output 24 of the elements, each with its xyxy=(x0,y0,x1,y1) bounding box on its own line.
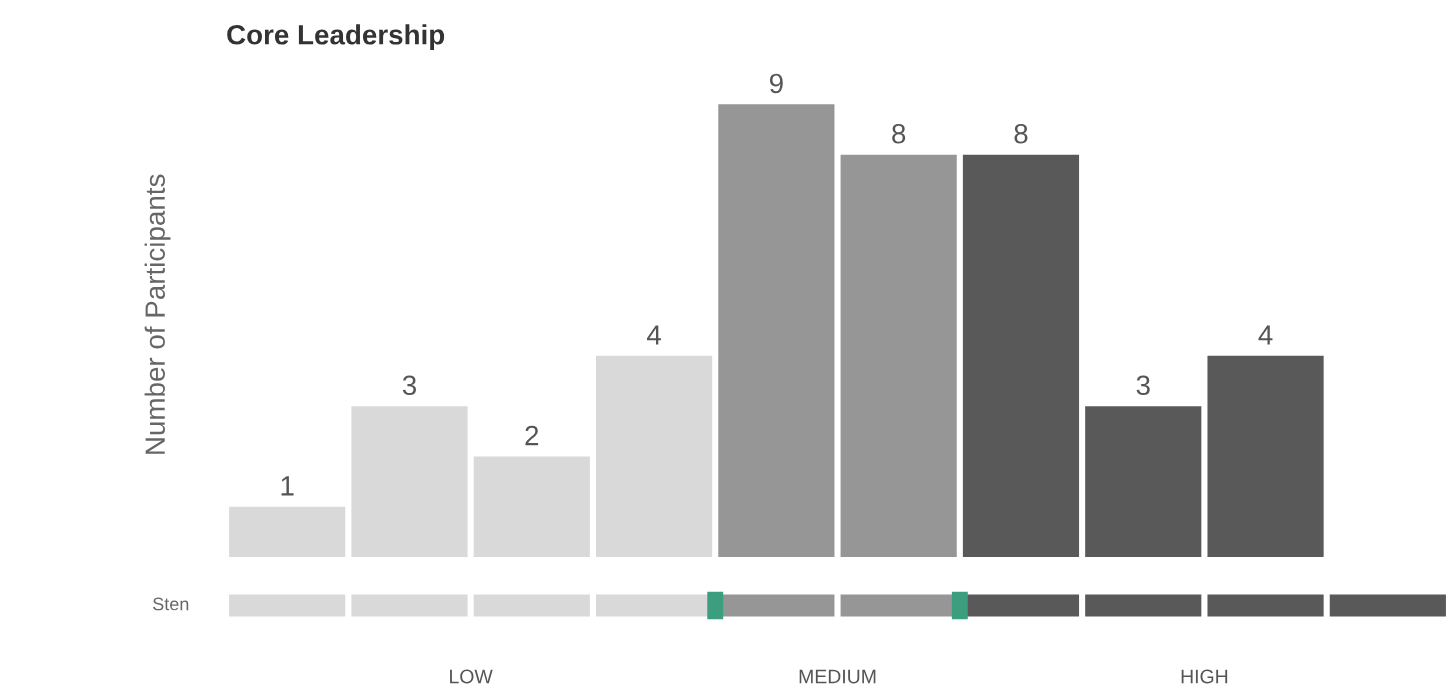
chart-title: Core Leadership xyxy=(227,24,445,51)
bar xyxy=(229,506,346,558)
bar xyxy=(595,355,713,558)
text: Sten xyxy=(153,597,189,611)
bar xyxy=(351,406,468,558)
bar xyxy=(718,104,835,558)
bar xyxy=(1207,355,1324,558)
bar xyxy=(962,154,1080,558)
text: LOW xyxy=(450,669,493,684)
y-axis-title: Number of Participants xyxy=(144,174,171,454)
bar xyxy=(1085,406,1202,558)
data-label: 3 xyxy=(402,375,416,396)
text: HIGH xyxy=(1181,669,1228,684)
data-label: 3 xyxy=(1136,375,1150,396)
data-label: 9 xyxy=(769,73,783,94)
data-label: 1 xyxy=(281,476,294,496)
data-label: 8 xyxy=(892,123,906,144)
data-label: 2 xyxy=(525,425,539,446)
bar xyxy=(473,456,590,558)
text: MEDIUM xyxy=(799,669,876,684)
bar xyxy=(840,154,957,558)
data-label: 8 xyxy=(1014,123,1028,144)
data-label: 4 xyxy=(1258,325,1273,345)
data-label: 4 xyxy=(646,325,661,345)
